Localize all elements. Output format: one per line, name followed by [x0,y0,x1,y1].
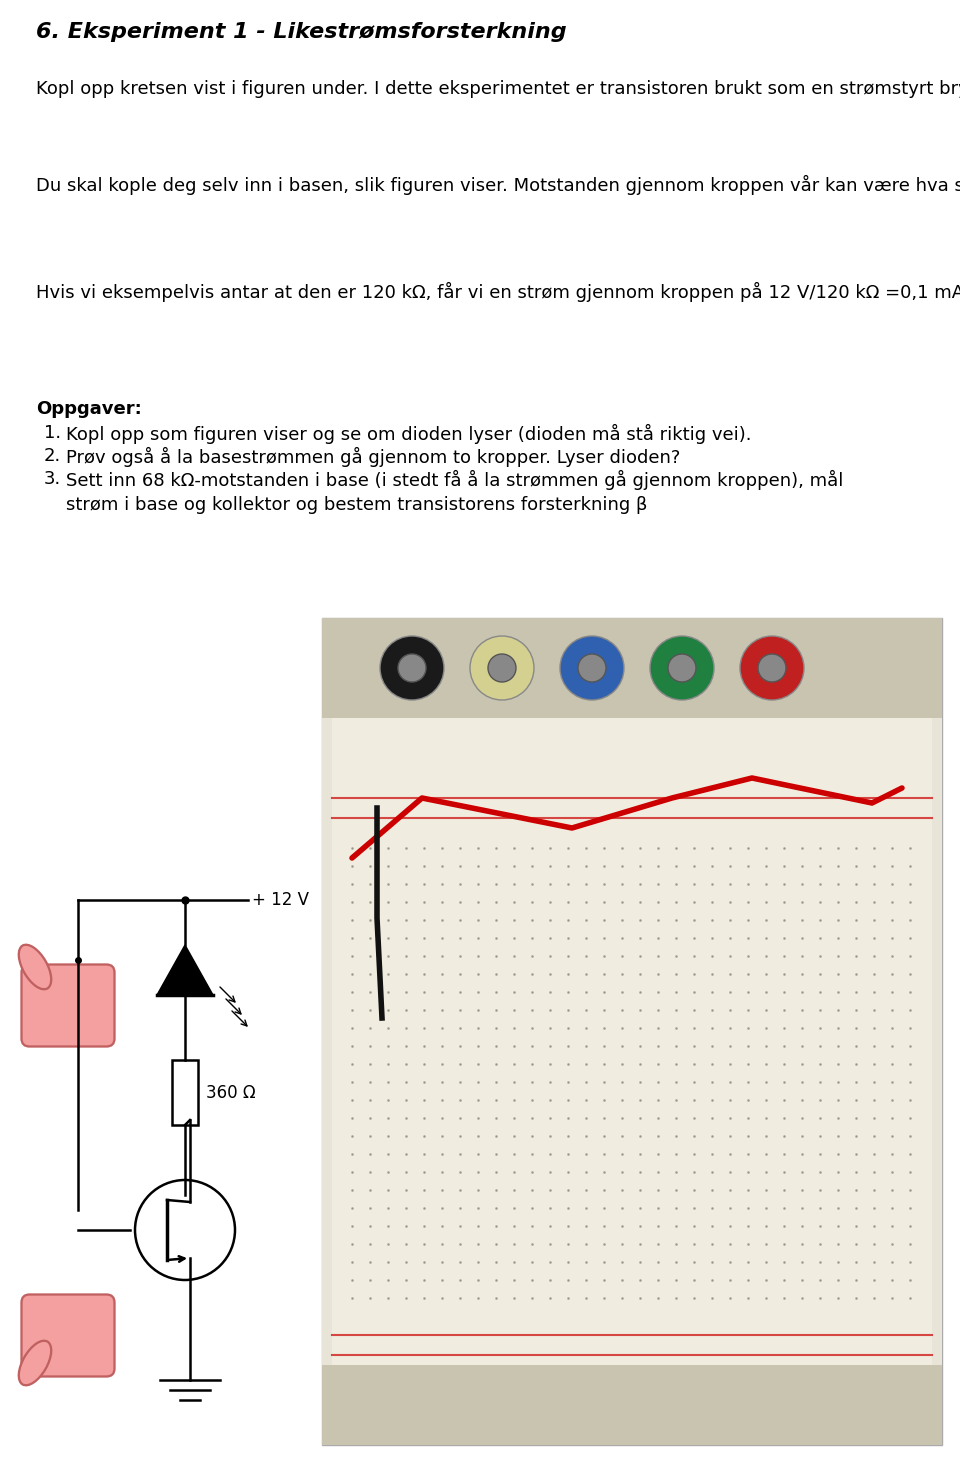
Bar [322,1365,942,1445]
Bar [172,1061,198,1125]
Text: Prøv også å la basestrømmen gå gjennom to kropper. Lyser dioden?: Prøv også å la basestrømmen gå gjennom t… [66,447,681,467]
FancyBboxPatch shape [21,965,114,1046]
Circle shape [650,636,714,701]
Bar [322,618,942,718]
Circle shape [668,654,696,682]
Text: Sett inn 68 kΩ-motstanden i base (i stedt få å la strømmen gå gjennom kroppen), : Sett inn 68 kΩ-motstanden i base (i sted… [66,470,844,514]
Circle shape [578,654,606,682]
Text: Hvis vi eksempelvis antar at den er 120 kΩ, får vi en strøm gjennom kroppen på 1: Hvis vi eksempelvis antar at den er 120 … [36,282,960,303]
Circle shape [380,636,444,701]
Text: 1.: 1. [44,425,61,442]
Text: 6. Eksperiment 1 - Likestrømsforsterkning: 6. Eksperiment 1 - Likestrømsforsterknin… [36,22,566,43]
Circle shape [560,636,624,701]
Circle shape [488,654,516,682]
Bar [322,618,942,1445]
Circle shape [470,636,534,701]
Text: Kopl opp kretsen vist i figuren under. I dette eksperimentet er transistoren bru: Kopl opp kretsen vist i figuren under. I… [36,79,960,98]
Polygon shape [157,945,213,995]
Text: 360 Ω: 360 Ω [206,1084,255,1102]
Text: 3.: 3. [44,470,61,488]
Text: Kopl opp som figuren viser og se om dioden lyser (dioden må stå riktig vei).: Kopl opp som figuren viser og se om diod… [66,425,752,444]
Circle shape [758,654,786,682]
Text: + 12 V: + 12 V [252,892,309,909]
Ellipse shape [19,945,51,989]
Bar [322,618,942,1445]
Bar [332,718,932,1365]
FancyBboxPatch shape [21,1294,114,1376]
Text: 2.: 2. [44,447,61,466]
Circle shape [398,654,426,682]
Text: Du skal kople deg selv inn i basen, slik figuren viser. Motstanden gjennom kropp: Du skal kople deg selv inn i basen, slik… [36,175,960,195]
Text: Oppgaver:: Oppgaver: [36,400,142,419]
Ellipse shape [19,1341,51,1385]
Circle shape [740,636,804,701]
